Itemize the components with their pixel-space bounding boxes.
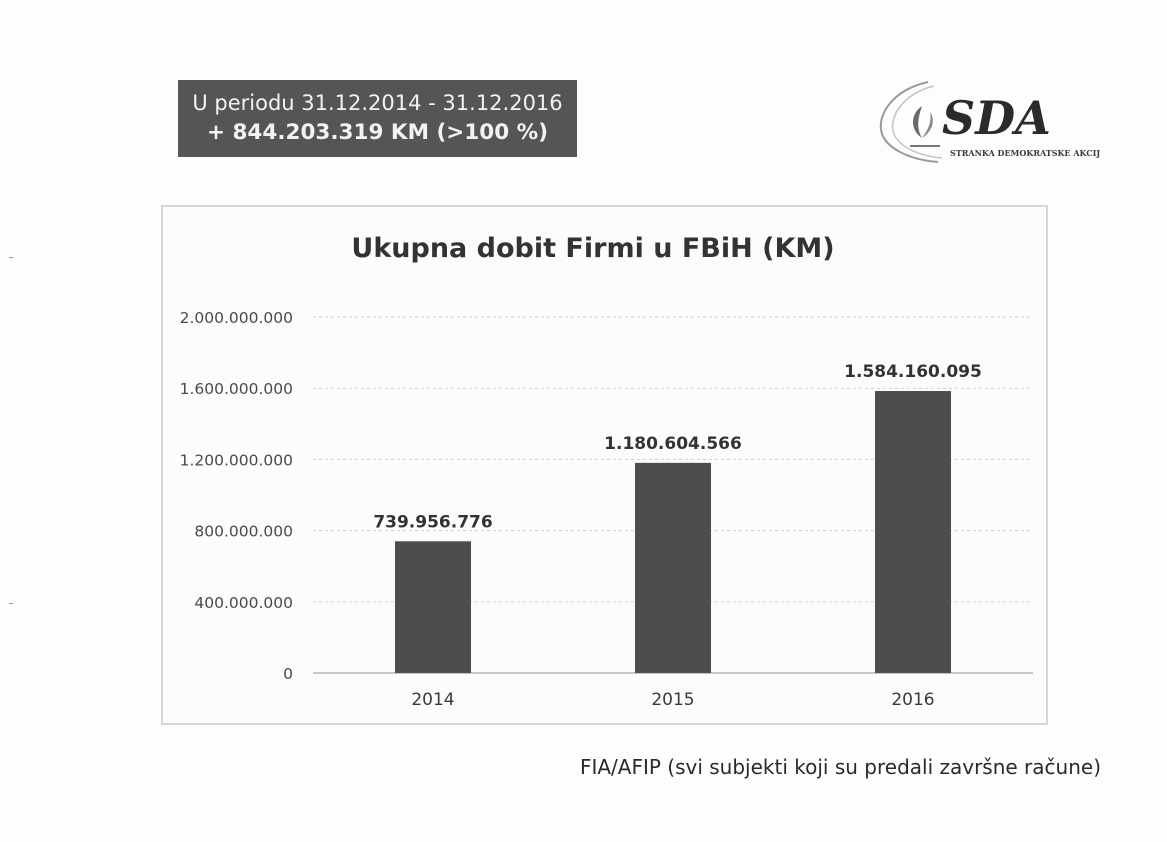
y-axis-labels: 0 400.000.000 800.000.000 1.200.000.000 1.60… [180, 309, 293, 683]
x-tick-label: 2015 [651, 690, 694, 710]
logo-acronym: SDA [942, 91, 1051, 145]
scan-mark [9, 603, 13, 604]
chart-title: Ukupna dobit Firmi u FBiH (KM) [351, 233, 834, 264]
scan-mark [9, 257, 13, 258]
x-tick-label: 2016 [891, 690, 934, 710]
chart-frame: Ukupna dobit Firmi u FBiH (KM) 0 400.000.… [161, 205, 1048, 725]
x-axis-labels: 2014 2015 2016 [411, 690, 934, 710]
y-tick-label: 1.200.000.000 [180, 451, 293, 469]
fleur-de-lis-swoosh-icon: SDA STRANKA DEMOKRATSKE AKCIJE [879, 81, 1106, 163]
y-tick-label: 0 [283, 665, 293, 683]
y-tick-label: 1.600.000.000 [180, 380, 293, 398]
period-text: U periodu 31.12.2014 - 31.12.2016 [192, 91, 563, 115]
data-label: 1.584.160.095 [844, 362, 982, 382]
y-tick-label: 2.000.000.000 [180, 309, 293, 327]
data-label: 1.180.604.566 [604, 434, 742, 454]
increase-amount-text: + 844.203.319 KM (>100 %) [206, 120, 549, 145]
profit-bar-chart: Ukupna dobit Firmi u FBiH (KM) 0 400.000.… [180, 233, 1033, 710]
period-summary-box: U periodu 31.12.2014 - 31.12.2016 + 844.… [178, 80, 577, 157]
y-tick-label: 400.000.000 [194, 594, 293, 612]
logo-full-name: STRANKA DEMOKRATSKE AKCIJE [950, 148, 1100, 158]
x-tick-label: 2014 [411, 690, 454, 710]
bar [875, 391, 951, 673]
source-note: FIA/AFIP (svi subjekti koji su predali z… [579, 755, 1101, 779]
bar [395, 541, 471, 673]
bars [395, 391, 951, 673]
y-tick-label: 800.000.000 [194, 523, 293, 541]
data-labels: 739.956.776 1.180.604.566 1.584.160.095 [373, 362, 982, 532]
bar [635, 462, 711, 673]
sda-logo: SDA STRANKA DEMOKRATSKE AKCIJE [870, 76, 1106, 168]
data-label: 739.956.776 [373, 512, 492, 532]
